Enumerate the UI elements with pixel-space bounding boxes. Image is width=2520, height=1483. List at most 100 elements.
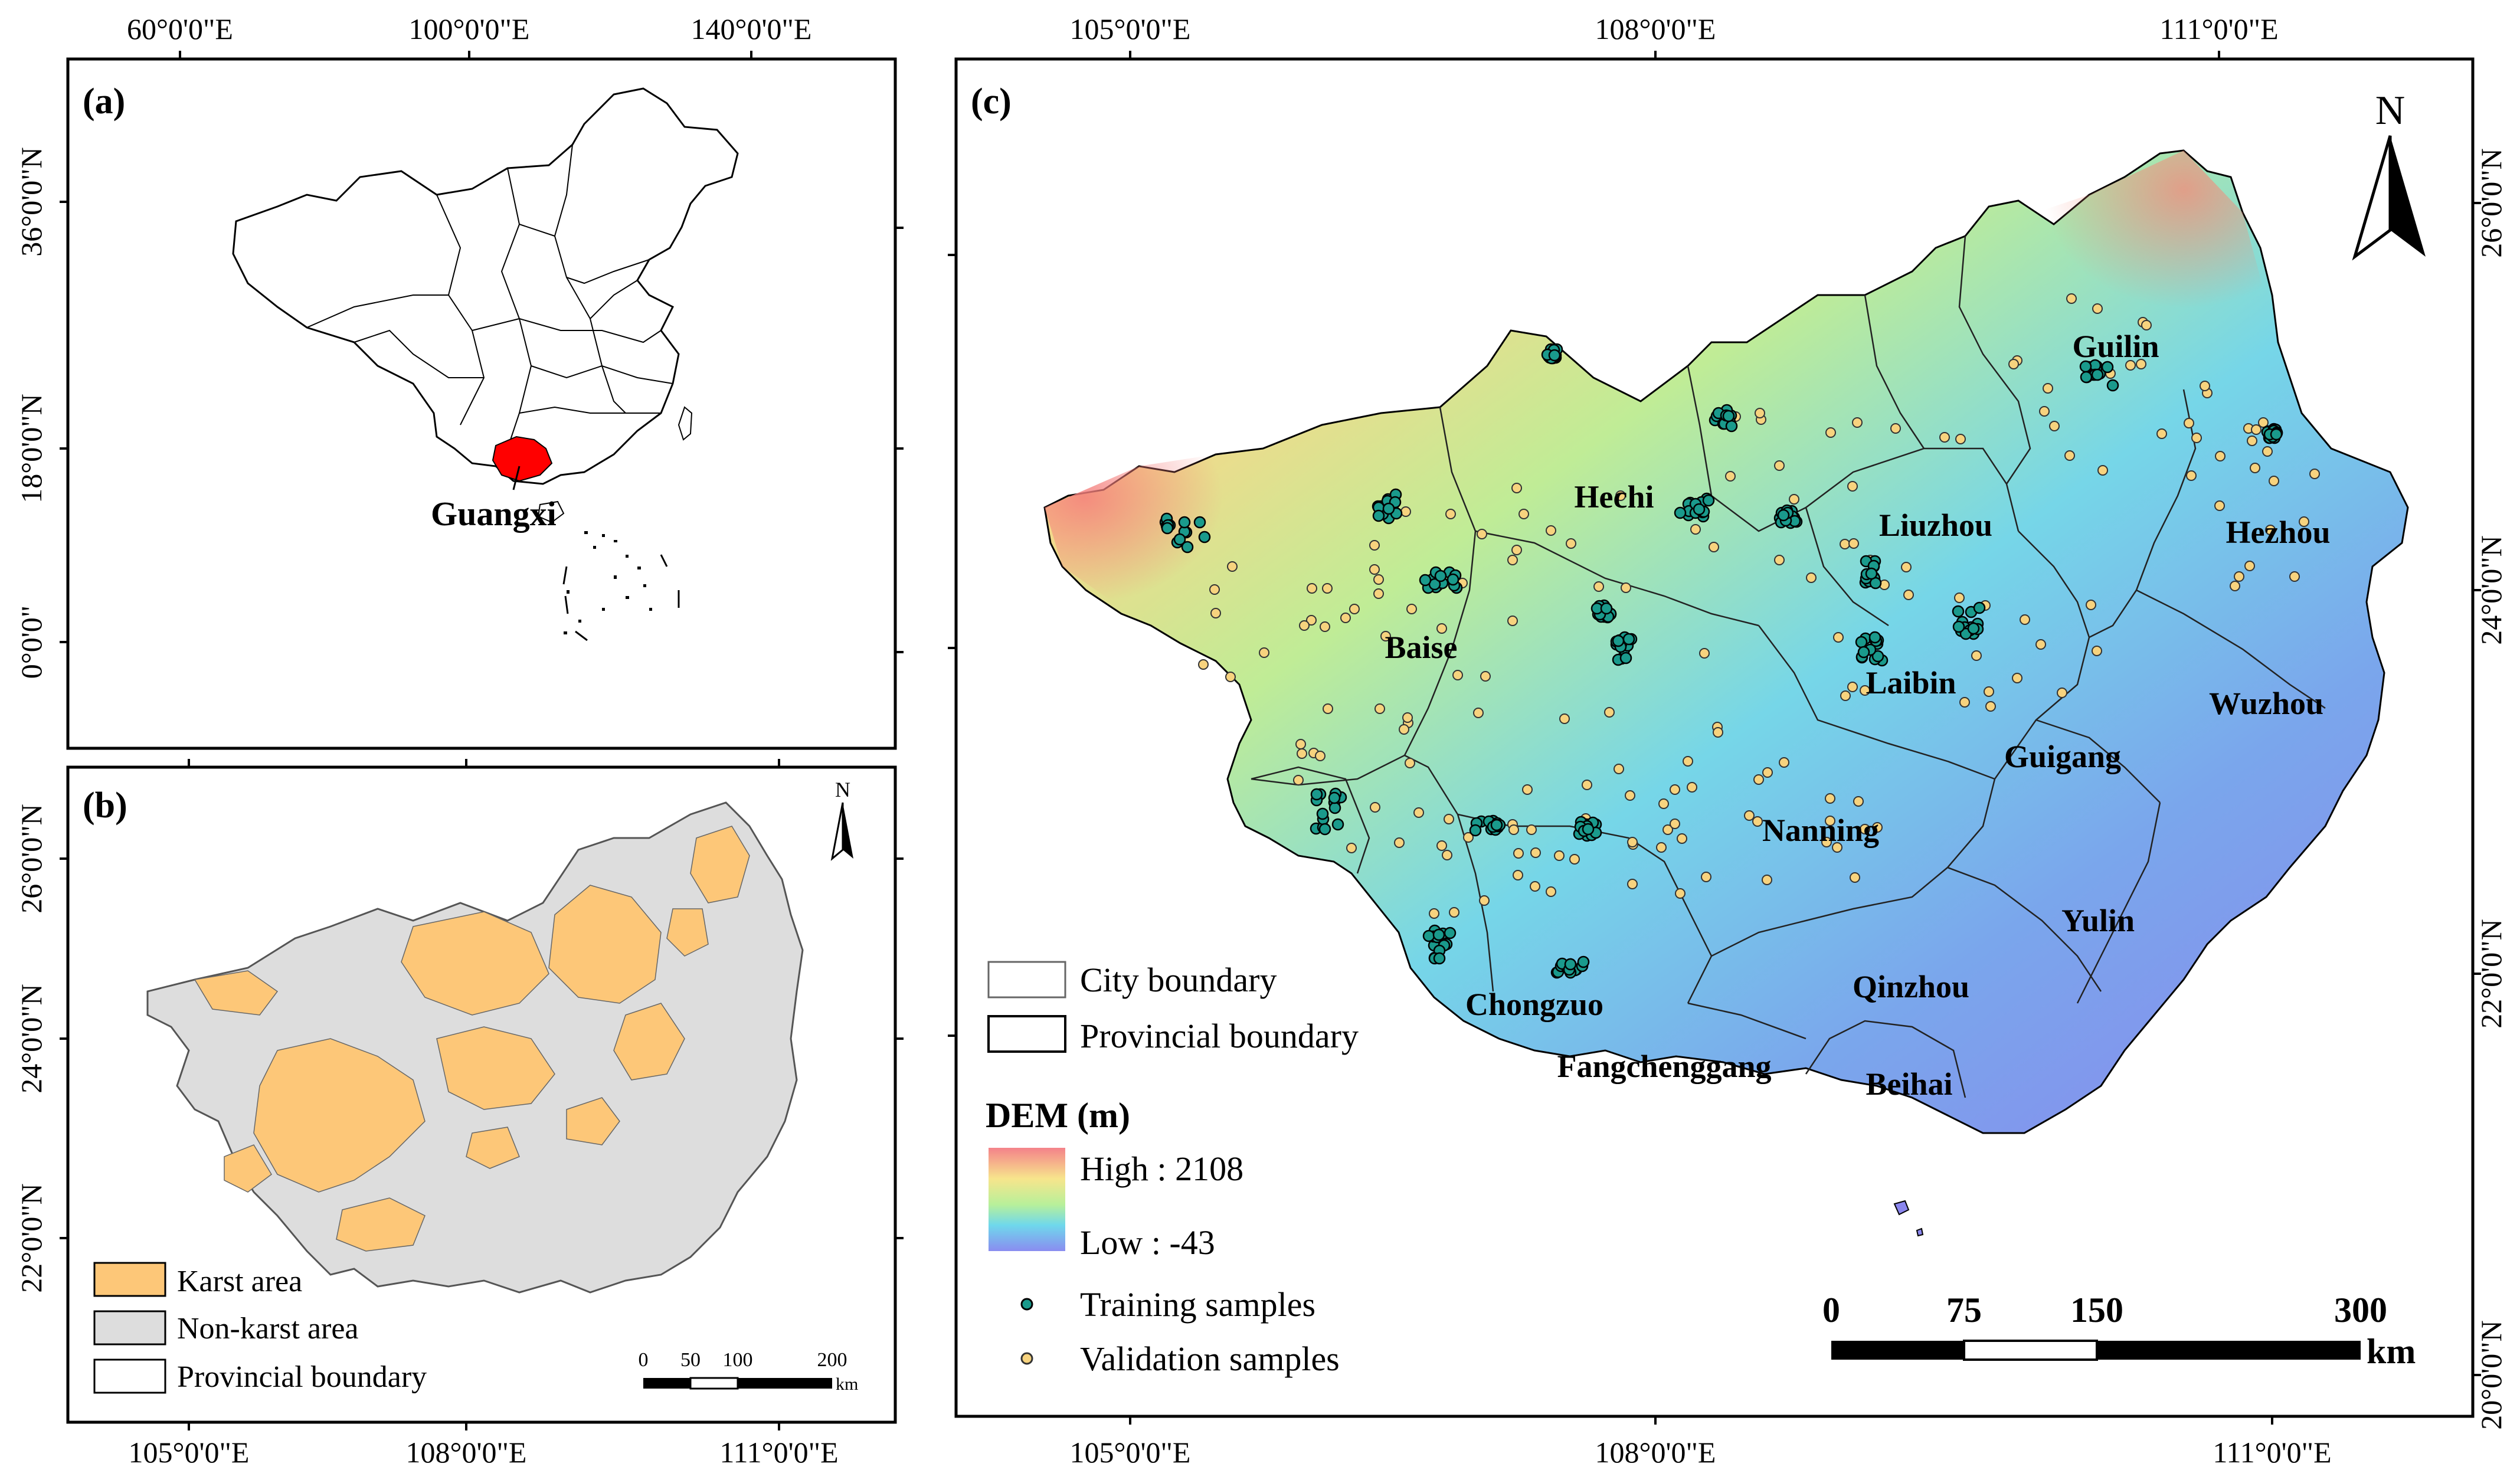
validation-sample-point [2215,451,2226,461]
tick-111e-c-bot: 111°0'0"E [2213,1436,2331,1469]
tick-22n-b: 22°0'0"N [15,1183,48,1293]
tick-20n-c: 20°0'0"N [2475,1320,2508,1430]
validation-sample-point [1690,524,1701,535]
validation-sample-point [1299,620,1310,631]
validation-sample-point [1687,782,1697,793]
validation-sample-point [2299,516,2309,527]
validation-sample-point [1307,583,1317,594]
training-sample-point [1310,788,1323,801]
validation-sample-point [1323,703,1333,714]
validation-sample-point [1701,872,1711,882]
training-sample-point [1674,506,1687,519]
scale-c-unit: km [2367,1332,2416,1371]
validation-sample-point [1709,542,1719,552]
validation-sample-point [1890,423,1901,434]
validation-sample-point [1903,590,1914,600]
legend-validation: Validation samples [1080,1340,1340,1378]
validation-sample-point [2097,465,2108,476]
training-sample-point [1868,631,1881,644]
dem-title: DEM (m) [986,1096,1130,1135]
validation-sample-point [1508,824,1519,835]
training-sample-point [1419,574,1432,587]
panel-a-label: (a) [83,81,125,122]
scale-b-unit: km [836,1374,858,1394]
training-sample-point [1372,509,1385,522]
scale-b-200: 200 [817,1349,847,1371]
validation-sample-point [1774,555,1785,565]
validation-sample-point [2092,646,2102,656]
panel-c: (c) 105°0'0"E 108°0'0"E 111°0'0"E 105°0'… [948,12,2508,1469]
city-yulin: Yulin [2061,903,2135,938]
validation-sample-point [1373,588,1384,599]
validation-sample-point [2191,433,2202,443]
validation-sample-point [1762,875,1772,885]
validation-sample-point [1604,707,1615,718]
south-china-sea-islands [564,531,652,634]
training-sample-point [1444,927,1457,939]
validation-sample-point [1369,540,1380,551]
weizhou-island [1893,1200,1910,1216]
training-sample-point [1855,636,1868,649]
validation-sample-point [1405,758,1415,768]
validation-sample-point [1209,584,1220,595]
validation-sample-point [1530,881,1540,892]
validation-sample-point [2262,446,2273,457]
scale-c-150: 150 [2070,1291,2123,1330]
tick-105e-c-top: 105°0'0"E [1070,12,1191,45]
city-nanning: Nanning [1762,813,1879,848]
legend-c-prov-swatch [987,1015,1066,1053]
city-laibin: Laibin [1866,665,1956,700]
validation-sample-point [2309,469,2320,479]
validation-sample-point [1306,615,1317,626]
validation-sample-point [1293,775,1304,785]
training-sample-point [1612,634,1625,647]
china-province-lines [306,144,673,449]
validation-sample-point [1374,703,1385,714]
training-sample-point [1422,929,1435,942]
tick-0: 0°0'0" [15,605,48,679]
panel-b: (b) 105°0'0"E 108°0'0"E 111°0'0"E 26°0'0… [15,759,904,1469]
validation-sample-point [1373,574,1384,585]
tick-60e: 60°0'0"E [127,12,233,45]
training-sample-point [1178,516,1191,529]
tick-140e: 140°0'0"E [691,12,812,45]
north-arrow-b: N [830,778,853,861]
validation-sample-point [1677,833,1687,844]
training-sample-point [1328,791,1341,804]
validation-sample-point [1436,840,1447,851]
validation-sample-point [2043,383,2053,394]
training-sample-point [1577,955,1590,968]
legend-training-marker [1020,1298,1033,1311]
scale-c-75: 75 [1946,1291,1982,1330]
validation-sample-point [1559,713,1570,724]
tick-22n-c: 22°0'0"N [2475,919,2508,1029]
validation-sample-point [1402,712,1413,723]
validation-sample-point [1955,434,1966,444]
scale-bar-b: 0 50 100 200 km [639,1349,859,1394]
training-sample-point [1857,646,1870,659]
tick-26n-c: 26°0'0"N [2475,148,2508,258]
validation-sample-point [2269,476,2279,486]
validation-sample-point [1825,793,1835,804]
validation-sample-point [2008,359,2019,369]
training-sample-point [1434,569,1447,582]
validation-sample-point [1513,848,1524,859]
validation-sample-point [1518,509,1529,519]
training-sample-point [2270,428,2283,441]
validation-sample-point [2230,581,2240,591]
legend-b-swatch-karst [93,1262,166,1297]
tick-18n: 18°0'0"N [15,394,48,503]
validation-sample-point [2258,417,2269,428]
training-sample-point [2091,368,2104,381]
training-sample-point [2101,361,2114,374]
validation-sample-point [1507,555,1518,565]
validation-sample-point [1901,562,1912,572]
validation-sample-point [1985,701,1996,712]
tick-24n-c: 24°0'0"N [2475,535,2508,645]
validation-sample-point [1320,621,1330,632]
validation-sample-point [1850,872,1860,883]
panel-c-label: (c) [971,81,1012,122]
tick-111e-c-top: 111°0'0"E [2159,12,2278,45]
scale-b-0: 0 [639,1349,649,1371]
training-sample-point [1173,533,1186,546]
